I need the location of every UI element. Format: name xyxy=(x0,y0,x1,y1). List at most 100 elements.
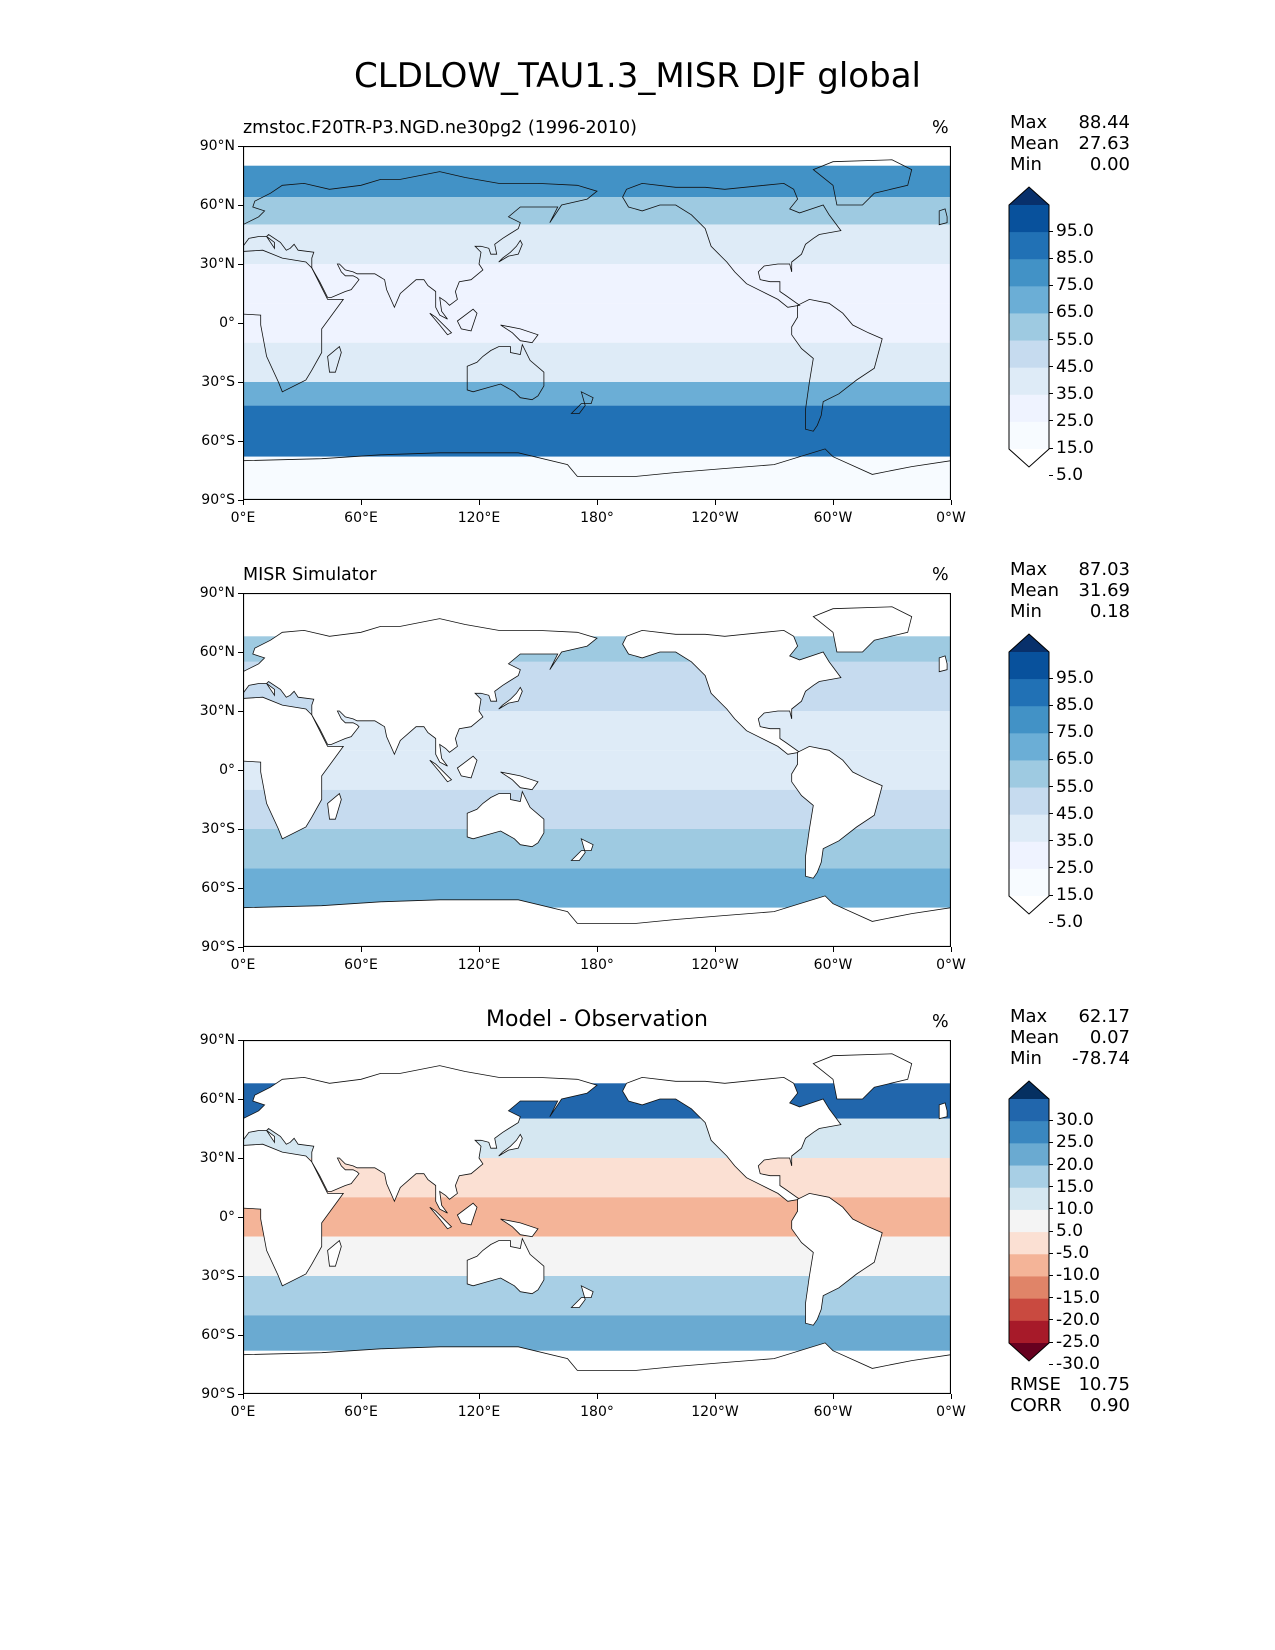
colorbar-segment xyxy=(1009,1165,1049,1189)
colorbar-label: 65.0 xyxy=(1056,749,1094,770)
x-tick-mark xyxy=(596,500,598,505)
x-tick-mark xyxy=(478,947,480,952)
colorbar-extend-bottom xyxy=(1009,449,1049,467)
x-tick-label: 0°W xyxy=(936,510,966,526)
colorbar-label: 95.0 xyxy=(1056,221,1094,242)
stat-label: Min xyxy=(1010,1048,1042,1069)
y-tick-label: 60°N xyxy=(199,197,235,213)
stat-label: Max xyxy=(1010,1006,1048,1027)
colorbar-tick xyxy=(1049,1252,1053,1254)
stat-label: Mean xyxy=(1010,133,1060,154)
stat-value: 0.18 xyxy=(1089,601,1130,622)
coastline-new-guinea xyxy=(500,771,539,791)
coastline-greenland xyxy=(812,159,913,206)
x-tick-mark xyxy=(596,1394,598,1399)
colorbar-label: -15.0 xyxy=(1056,1287,1100,1308)
y-tick-label: 90°N xyxy=(199,585,235,601)
x-tick-mark xyxy=(360,1394,362,1399)
y-tick-label: 30°S xyxy=(201,1268,235,1284)
coastline-australia xyxy=(466,790,545,848)
x-tick-mark xyxy=(596,947,598,952)
colorbar-segment xyxy=(1009,232,1049,260)
x-tick-label: 0°W xyxy=(936,957,966,973)
stat-value: 0.90 xyxy=(1089,1395,1130,1416)
colorbar-label: 85.0 xyxy=(1056,248,1094,269)
field-band-0 xyxy=(243,165,951,198)
colorbar-segment xyxy=(1009,1254,1049,1277)
colorbar-tick xyxy=(1049,393,1053,395)
x-tick-label: 120°E xyxy=(457,957,501,973)
y-tick-label: 30°S xyxy=(201,821,235,837)
stat-label: Min xyxy=(1010,601,1042,622)
panel-3-unit: % xyxy=(932,1012,949,1032)
stat-label: Max xyxy=(1010,112,1048,133)
colorbar-label: 5.0 xyxy=(1056,1221,1084,1242)
colorbar-label: 35.0 xyxy=(1056,830,1094,851)
y-tick-mark xyxy=(238,946,243,948)
colorbar-segment xyxy=(1009,679,1049,707)
coastline-japan xyxy=(498,239,523,263)
stat-value: 87.03 xyxy=(1078,559,1130,580)
x-tick-label: 0°E xyxy=(230,957,256,973)
y-tick-mark xyxy=(238,440,243,442)
colorbar-label: 15.0 xyxy=(1056,885,1094,905)
colorbar-tick xyxy=(1049,1164,1053,1166)
panel-2-subtitle: MISR Simulator xyxy=(243,565,377,585)
coastline-madagascar xyxy=(327,345,342,373)
coastline-antarctica xyxy=(243,895,951,947)
colorbar-tick xyxy=(1049,257,1053,259)
colorbar-extend-bottom xyxy=(1009,896,1049,914)
colorbar-label: 5.0 xyxy=(1056,465,1084,486)
colorbar-label: 5.0 xyxy=(1056,912,1084,933)
stat-label: Mean xyxy=(1010,580,1060,601)
x-tick-mark xyxy=(478,1394,480,1399)
colorbar-label: 75.0 xyxy=(1056,275,1094,296)
x-tick-mark xyxy=(360,947,362,952)
stat-value: 0.00 xyxy=(1089,154,1130,175)
field-band-2 xyxy=(243,224,951,264)
x-tick-label: 0°E xyxy=(230,510,256,526)
colorbar-tick xyxy=(1049,894,1053,896)
panel-3-title: Model - Observation xyxy=(486,1007,708,1032)
stat-value: -78.74 xyxy=(1071,1048,1130,1069)
coastline-borneo xyxy=(456,755,478,779)
y-tick-mark xyxy=(238,828,243,830)
coastline-eurasia xyxy=(243,618,598,767)
stat-value: 62.17 xyxy=(1078,1006,1130,1027)
stat-label: Mean xyxy=(1010,1027,1060,1048)
stat-value: 27.63 xyxy=(1078,133,1130,154)
colorbar-tick xyxy=(1049,1274,1053,1276)
field-band-6 xyxy=(243,382,951,406)
colorbar-tick xyxy=(1049,447,1053,449)
y-tick-label: 30°N xyxy=(199,256,235,272)
colorbar-tick xyxy=(1049,1319,1053,1321)
coastline-sumatra xyxy=(429,312,453,336)
stat-value: 31.69 xyxy=(1078,580,1130,601)
stat-label: Min xyxy=(1010,154,1042,175)
colorbar-label: 95.0 xyxy=(1056,668,1094,689)
colorbar-segment xyxy=(1009,1143,1049,1166)
y-tick-label: 30°S xyxy=(201,374,235,390)
coastline-uk xyxy=(938,208,948,226)
y-tick-mark xyxy=(238,769,243,771)
y-tick-label: 60°S xyxy=(201,880,235,896)
y-tick-label: 90°S xyxy=(201,1386,235,1402)
colorbar-extend-top xyxy=(1009,187,1049,205)
field-band-6 xyxy=(243,1315,951,1351)
coastline-madagascar xyxy=(327,1239,342,1267)
y-tick-label: 30°N xyxy=(199,1150,235,1166)
x-tick-mark xyxy=(950,500,952,505)
colorbar-tick xyxy=(1049,1186,1053,1188)
colorbar-tick xyxy=(1049,284,1053,286)
colorbar-segment xyxy=(1009,205,1049,233)
y-tick-mark xyxy=(238,592,243,594)
colorbar-extend-top xyxy=(1009,1081,1049,1099)
colorbar xyxy=(1008,186,1050,468)
colorbar-label: 15.0 xyxy=(1056,438,1094,458)
colorbar-label: 85.0 xyxy=(1056,695,1094,716)
panel-1-subtitle: zmstoc.F20TR-P3.NGD.ne30pg2 (1996-2010) xyxy=(243,118,637,138)
colorbar-label: 20.0 xyxy=(1056,1154,1094,1175)
x-tick-label: 0°E xyxy=(230,1404,256,1420)
stat-value: 10.75 xyxy=(1078,1374,1130,1395)
colorbar-segment xyxy=(1009,868,1049,897)
